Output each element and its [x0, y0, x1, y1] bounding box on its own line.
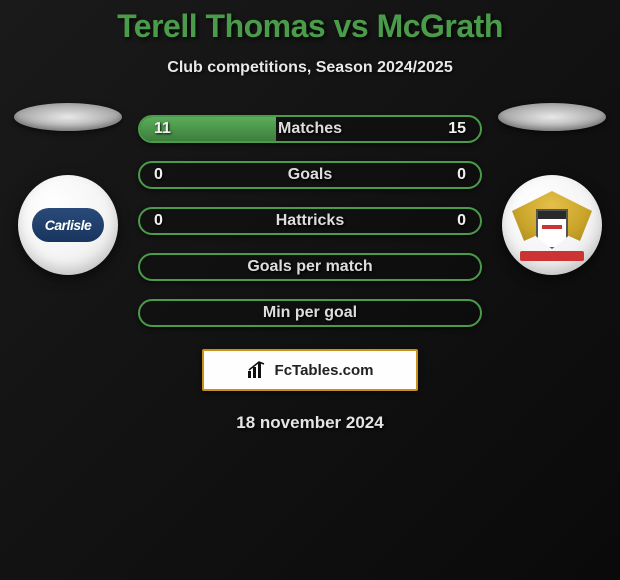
stats-list: 11 Matches 15 0 Goals 0 0 Hattricks 0 Go… [138, 115, 482, 327]
bar-chart-icon [247, 361, 269, 379]
club-crest-left-label: Carlisle [32, 208, 104, 242]
club-crest-left: Carlisle [18, 175, 118, 275]
stat-label: Min per goal [140, 304, 480, 322]
stat-right-value: 0 [442, 212, 466, 230]
stat-label: Goals per match [140, 258, 480, 276]
comparison-panel: Carlisle 11 Matches 15 0 Goals 0 0 [0, 115, 620, 433]
stat-label: Matches [140, 120, 480, 138]
page-title: Terell Thomas vs McGrath [0, 8, 620, 45]
brand-text: FcTables.com [275, 362, 374, 379]
stat-right-value: 15 [442, 120, 466, 138]
shield-icon [536, 209, 568, 249]
stat-row-min-per-goal: Min per goal [138, 299, 482, 327]
ribbon-icon [520, 251, 584, 261]
club-crest-right [502, 175, 602, 275]
player-silhouette-right [498, 103, 606, 131]
player-silhouette-left [14, 103, 122, 131]
stat-right-value: 0 [442, 166, 466, 184]
brand-badge[interactable]: FcTables.com [202, 349, 418, 391]
stat-label: Hattricks [140, 212, 480, 230]
stat-row-matches: 11 Matches 15 [138, 115, 482, 143]
stat-row-goals-per-match: Goals per match [138, 253, 482, 281]
stat-row-hattricks: 0 Hattricks 0 [138, 207, 482, 235]
stat-row-goals: 0 Goals 0 [138, 161, 482, 189]
subtitle: Club competitions, Season 2024/2025 [0, 59, 620, 77]
right-player-col [492, 103, 612, 275]
date-label: 18 november 2024 [0, 413, 620, 433]
stat-label: Goals [140, 166, 480, 184]
left-player-col: Carlisle [8, 103, 128, 275]
